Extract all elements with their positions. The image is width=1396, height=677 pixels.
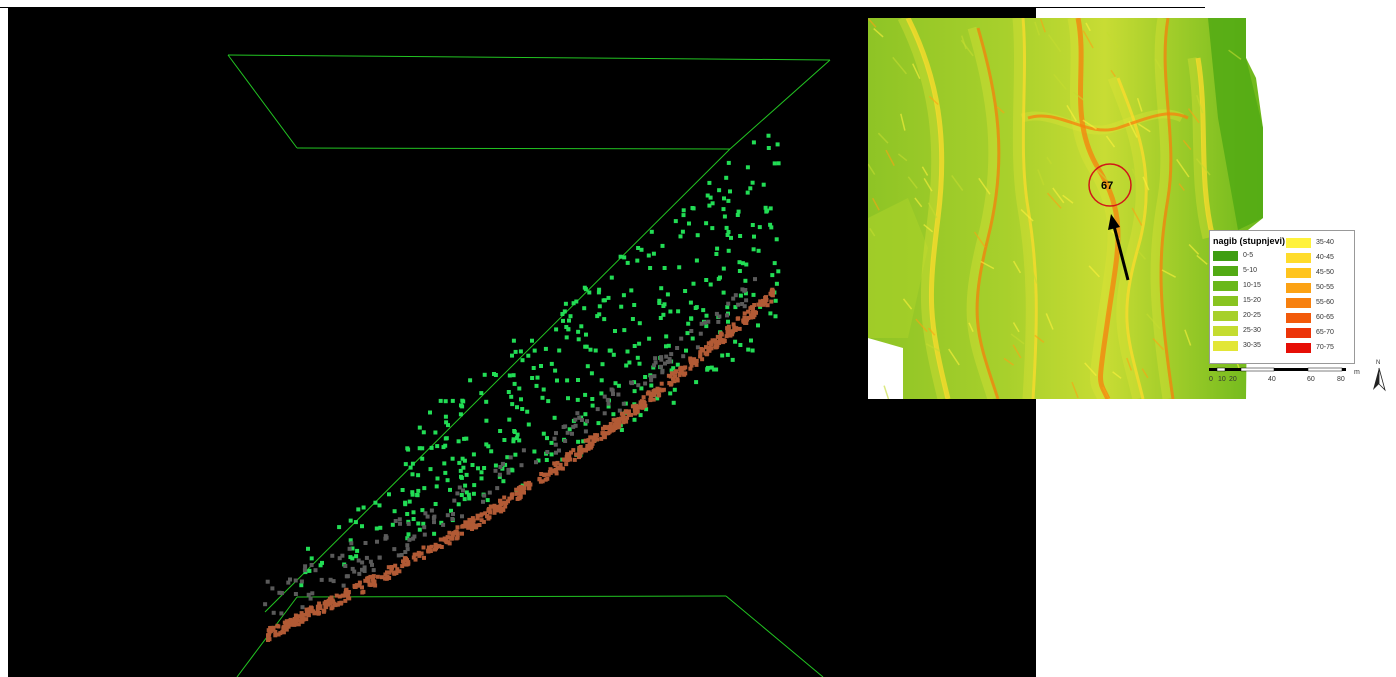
slope-legend: nagib (stupnjevi) 0-5 5-10 10-15 15-20 20-25… xyxy=(1209,230,1355,364)
legend-swatch xyxy=(1286,327,1311,338)
north-arrow-icon xyxy=(1373,367,1386,392)
legend-item: 40-45 xyxy=(1286,250,1353,265)
legend-title: nagib (stupnjevi) xyxy=(1213,236,1285,246)
ground-points xyxy=(266,287,776,642)
scale-tick: 10 xyxy=(1218,376,1226,383)
legend-swatch xyxy=(1213,295,1238,306)
legend-label: 45-50 xyxy=(1316,269,1334,276)
scale-tick: 80 xyxy=(1337,376,1345,383)
scale-tick: 40 xyxy=(1268,376,1276,383)
site-number-label: 67 xyxy=(1101,180,1114,192)
legend-label: 65-70 xyxy=(1316,329,1334,336)
legend-swatch xyxy=(1213,310,1238,321)
legend-swatch xyxy=(1213,340,1238,351)
legend-label: 70-75 xyxy=(1316,344,1334,351)
legend-swatch xyxy=(1286,252,1311,263)
slope-ridges xyxy=(868,18,1242,399)
legend-column-right: 35-40 40-45 45-50 50-55 55-60 60-65 65-70 70-75 xyxy=(1286,235,1353,355)
legend-label: 15-20 xyxy=(1243,297,1261,304)
point-cloud-canvas xyxy=(227,54,831,677)
legend-swatch xyxy=(1286,297,1311,308)
legend-item: 10-15 xyxy=(1213,278,1283,293)
legend-label: 10-15 xyxy=(1243,282,1261,289)
legend-label: 55-60 xyxy=(1316,299,1334,306)
site-arrow xyxy=(1112,225,1130,281)
site-marker-circle xyxy=(1088,163,1132,207)
scale-tick: 0 xyxy=(1209,376,1213,383)
legend-item: 0-5 xyxy=(1213,248,1283,263)
legend-label: 50-55 xyxy=(1316,284,1334,291)
legend-swatch xyxy=(1286,312,1311,323)
vegetation-points xyxy=(299,133,781,588)
north-label: N xyxy=(1376,360,1381,366)
legend-label: 20-25 xyxy=(1243,312,1261,319)
bounding-box-edge xyxy=(296,147,731,150)
bounding-box xyxy=(227,54,831,677)
legend-label: 25-30 xyxy=(1243,327,1261,334)
scale-bar: 0 10 20 40 60 80 m xyxy=(1209,366,1360,396)
legend-item: 30-35 xyxy=(1213,338,1283,353)
legend-label: 60-65 xyxy=(1316,314,1334,321)
legend-item: 60-65 xyxy=(1286,310,1353,325)
legend-label: 5-10 xyxy=(1243,267,1258,274)
legend-column-left: 0-5 5-10 10-15 15-20 20-25 25-30 30-35 xyxy=(1213,248,1283,353)
legend-swatch xyxy=(1213,265,1238,276)
legend-item: 5-10 xyxy=(1213,263,1283,278)
scale-bar-graphic xyxy=(1209,367,1346,372)
scale-unit: m xyxy=(1354,369,1360,376)
legend-item: 25-30 xyxy=(1213,323,1283,338)
arrow-head xyxy=(1108,214,1120,230)
legend-swatch xyxy=(1286,342,1311,353)
bounding-box-edge xyxy=(296,595,727,598)
slope-map: 67 nagib (stupnjevi) 0-5 5-10 10-15 15-20 20… xyxy=(868,18,1396,399)
bounding-box-edge xyxy=(729,59,831,150)
point-cloud-view[interactable] xyxy=(8,8,1036,677)
unclassified-points xyxy=(263,277,757,616)
legend-item: 55-60 xyxy=(1286,295,1353,310)
legend-item: 15-20 xyxy=(1213,293,1283,308)
legend-item: 35-40 xyxy=(1286,235,1353,250)
scale-tick: 20 xyxy=(1229,376,1237,383)
legend-label: 30-35 xyxy=(1243,342,1261,349)
legend-item: 20-25 xyxy=(1213,308,1283,323)
legend-item: 70-75 xyxy=(1286,340,1353,355)
legend-swatch xyxy=(1213,325,1238,336)
legend-swatch xyxy=(1213,250,1238,261)
legend-label: 0-5 xyxy=(1243,252,1254,259)
bounding-box-edge xyxy=(227,54,831,61)
legend-swatch xyxy=(1213,280,1238,291)
legend-label: 35-40 xyxy=(1316,239,1334,246)
bounding-box-edge xyxy=(227,54,298,149)
legend-item: 50-55 xyxy=(1286,280,1353,295)
bounding-box-edge xyxy=(725,595,824,677)
legend-swatch xyxy=(1286,282,1311,293)
legend-item: 65-70 xyxy=(1286,325,1353,340)
scale-tick: 60 xyxy=(1307,376,1315,383)
bounding-box-edge xyxy=(264,148,731,613)
top-divider-line xyxy=(0,7,1205,8)
legend-swatch xyxy=(1286,267,1311,278)
legend-item: 45-50 xyxy=(1286,265,1353,280)
legend-label: 40-45 xyxy=(1316,254,1334,261)
legend-swatch xyxy=(1286,237,1311,248)
slope-raster xyxy=(868,18,1263,399)
